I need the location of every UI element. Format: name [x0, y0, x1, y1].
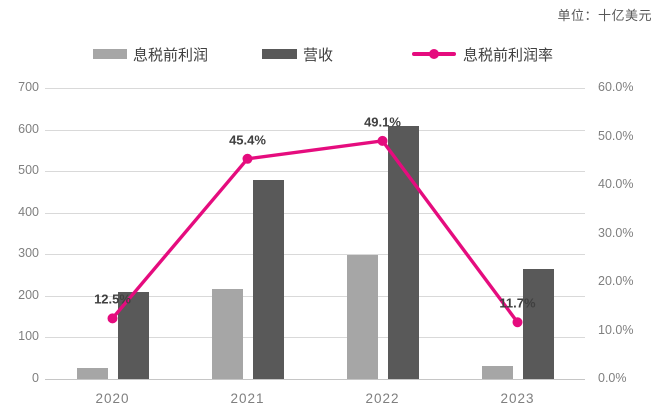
y-axis-tick-right: 40.0% — [598, 177, 634, 191]
y-axis-tick-right: 20.0% — [598, 274, 634, 288]
bar-ebit — [481, 366, 513, 379]
line-point-label: 45.4% — [229, 132, 266, 148]
y-axis-tick-left: 400 — [18, 204, 39, 219]
x-axis-label: 2023 — [500, 391, 535, 406]
line-point — [377, 135, 388, 146]
gridline — [45, 254, 585, 256]
gridline — [45, 379, 585, 380]
x-axis-label: 2020 — [95, 391, 130, 406]
bar-revenue — [387, 126, 419, 379]
line-point — [107, 313, 118, 324]
gridline — [45, 337, 585, 339]
bar-revenue — [522, 269, 554, 379]
bar-ebit — [346, 255, 378, 379]
y-axis-tick-left: 300 — [18, 246, 39, 261]
bar-ebit — [211, 288, 243, 379]
legend-label-revenue: 营收 — [303, 46, 334, 64]
gridline — [45, 129, 585, 131]
y-axis-tick-left: 0 — [32, 371, 39, 385]
y-axis-tick-right: 30.0% — [598, 225, 634, 240]
y-axis-tick-right: 0.0% — [598, 371, 627, 385]
line-point-label: 12.5% — [94, 291, 131, 307]
y-axis-tick-left: 100 — [18, 329, 39, 344]
y-axis-tick-left: 200 — [18, 287, 39, 302]
bar-ebit — [76, 368, 108, 379]
line-marker-dot — [429, 49, 439, 59]
x-axis-label: 2022 — [365, 391, 400, 406]
revenue-swatch-icon — [262, 49, 297, 59]
y-axis-tick-right: 60.0% — [598, 80, 634, 94]
gridline — [45, 88, 585, 89]
legend-label-ebit: 息税前利润 — [133, 46, 209, 64]
legend-label-margin: 息税前利润率 — [463, 46, 554, 64]
x-axis-label: 2021 — [230, 391, 265, 406]
y-axis-tick-left: 600 — [18, 121, 39, 136]
line-point-label: 11.7% — [499, 295, 536, 311]
line-marker-icon — [412, 49, 456, 59]
unit-label: 单位：十亿美元 — [557, 8, 652, 23]
legend-item-revenue: 营收 — [262, 43, 333, 65]
legend-item-margin: 息税前利润率 — [412, 43, 553, 65]
legend: 息税前利润 营收 息税前利润率 — [0, 43, 660, 65]
legend-item-ebit: 息税前利润 — [93, 43, 208, 65]
bar-revenue — [252, 180, 284, 379]
y-axis-tick-left: 500 — [18, 163, 39, 178]
y-axis-tick-left: 700 — [18, 80, 39, 94]
ebit-swatch-icon — [93, 49, 127, 59]
gridline — [45, 212, 585, 214]
line-point — [512, 317, 523, 328]
y-axis-tick-right: 50.0% — [598, 128, 634, 143]
gridline — [45, 171, 585, 173]
line-point — [242, 153, 253, 164]
y-axis-tick-right: 10.0% — [598, 322, 634, 337]
line-point-label: 49.1% — [364, 114, 401, 130]
